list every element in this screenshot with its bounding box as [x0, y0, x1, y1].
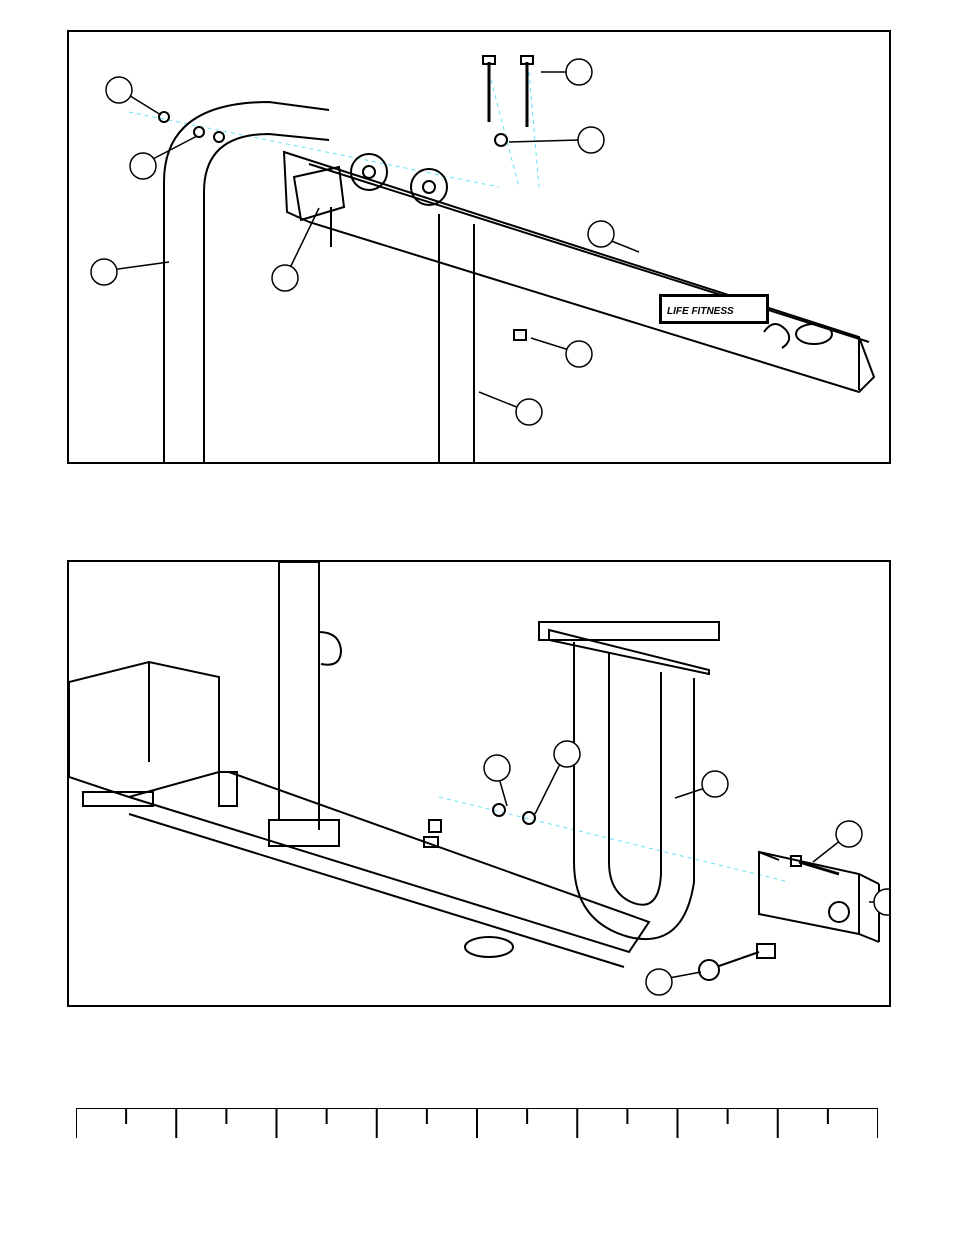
figure-1: LIFE FITNESS — [67, 30, 891, 464]
svg-text:LIFE FITNESS: LIFE FITNESS — [667, 306, 734, 317]
page: LIFE FITNESS — [0, 0, 954, 1235]
frame-lines-2 — [69, 562, 879, 980]
ruler-tick-group — [76, 1108, 878, 1138]
guide-lines-2 — [439, 797, 789, 882]
ruler-svg — [76, 1108, 878, 1156]
figure-1-svg: LIFE FITNESS — [69, 32, 889, 462]
figure-2-svg — [69, 562, 889, 1005]
frame-lines: LIFE FITNESS — [159, 56, 874, 462]
figure-2 — [67, 560, 891, 1007]
guide-lines — [129, 72, 539, 187]
scale-ruler — [76, 1108, 878, 1156]
